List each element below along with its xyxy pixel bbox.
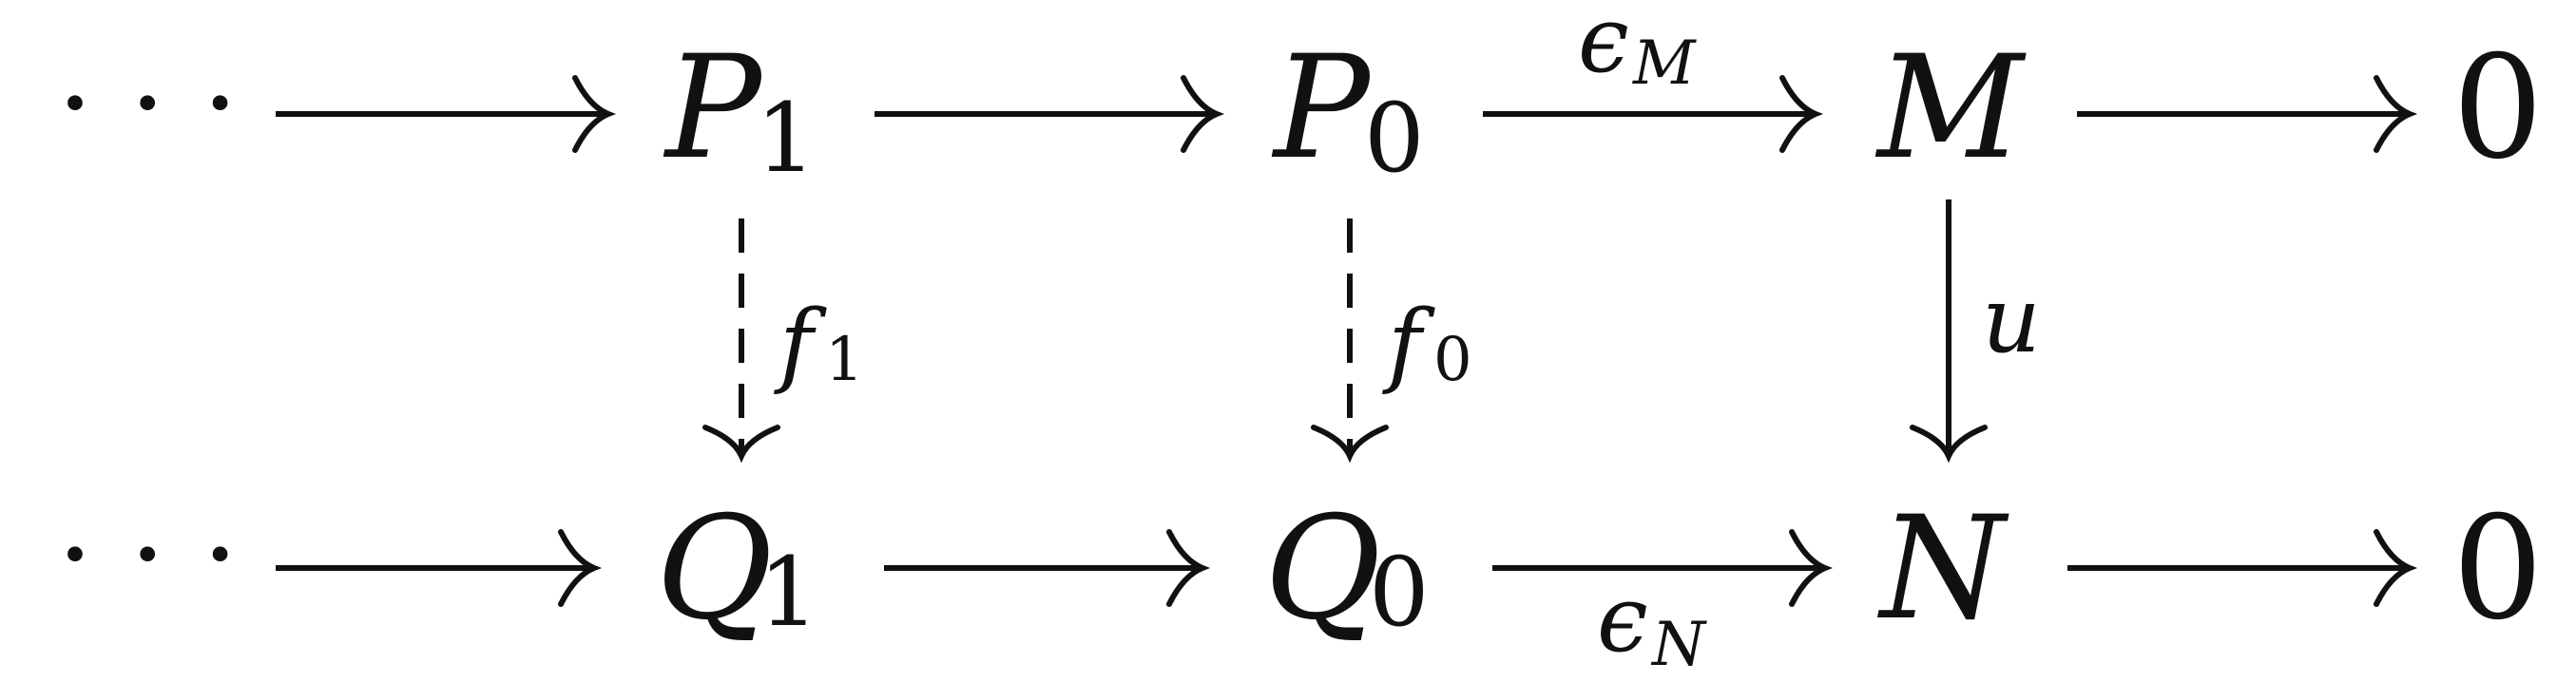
label-f0: f 0 (1382, 291, 1472, 397)
top-dots: · · · (57, 38, 239, 170)
label-u: u (1982, 267, 2041, 373)
arrow-q0-to-n (1492, 529, 1834, 607)
label-f1-subscript: 1 (825, 325, 864, 395)
label-epsilon-m: ϵ M (1578, 0, 1697, 99)
arrow-p0-to-q0-dashed (1311, 218, 1389, 464)
label-epsilon-m-subscript: M (1632, 28, 1697, 99)
node-q0: Q 0 (1264, 486, 1430, 652)
arrow-p0-to-m (1483, 75, 1824, 153)
node-p1-subscript: 1 (756, 83, 817, 194)
label-f0-letter: f (1382, 291, 1435, 397)
arrow-bottom-dots-to-q1 (276, 529, 603, 607)
node-p0-subscript: 0 (1364, 83, 1425, 194)
node-q1: Q 1 (656, 486, 819, 652)
arrow-top-dots-to-p1 (276, 75, 617, 153)
node-q0-letter: Q (1264, 486, 1381, 652)
bottom-dots: · · · (57, 489, 239, 621)
label-epsilon-n-subscript: N (1650, 610, 1707, 680)
arrow-n-to-bottom-zero (2067, 529, 2418, 607)
label-epsilon-m-symbol: ϵ (1578, 0, 1629, 93)
node-p1-letter: P (663, 26, 764, 191)
arrow-q1-to-q0 (884, 529, 1211, 607)
arrow-p1-to-p0 (875, 75, 1225, 153)
label-epsilon-n-symbol: ϵ (1597, 566, 1648, 673)
node-m: M (1874, 26, 2027, 191)
node-n: N (1877, 486, 2009, 652)
label-f0-subscript: 0 (1433, 325, 1472, 395)
node-p0: P 0 (1271, 26, 1425, 194)
node-bottom-zero: 0 (2452, 486, 2543, 652)
node-q1-letter: Q (656, 486, 773, 652)
label-f1: f 1 (774, 291, 864, 397)
label-epsilon-n: ϵ N (1597, 566, 1707, 680)
arrow-p1-to-q1-dashed (702, 218, 780, 464)
node-p1: P 1 (663, 26, 817, 194)
node-top-zero: 0 (2452, 26, 2543, 191)
label-f1-letter: f (774, 291, 827, 397)
arrow-m-to-top-zero (2077, 75, 2418, 153)
node-q1-subscript: 1 (759, 537, 819, 648)
node-p0-letter: P (1271, 26, 1373, 191)
arrow-m-to-n (1910, 199, 1988, 464)
node-q0-subscript: 0 (1369, 537, 1430, 648)
